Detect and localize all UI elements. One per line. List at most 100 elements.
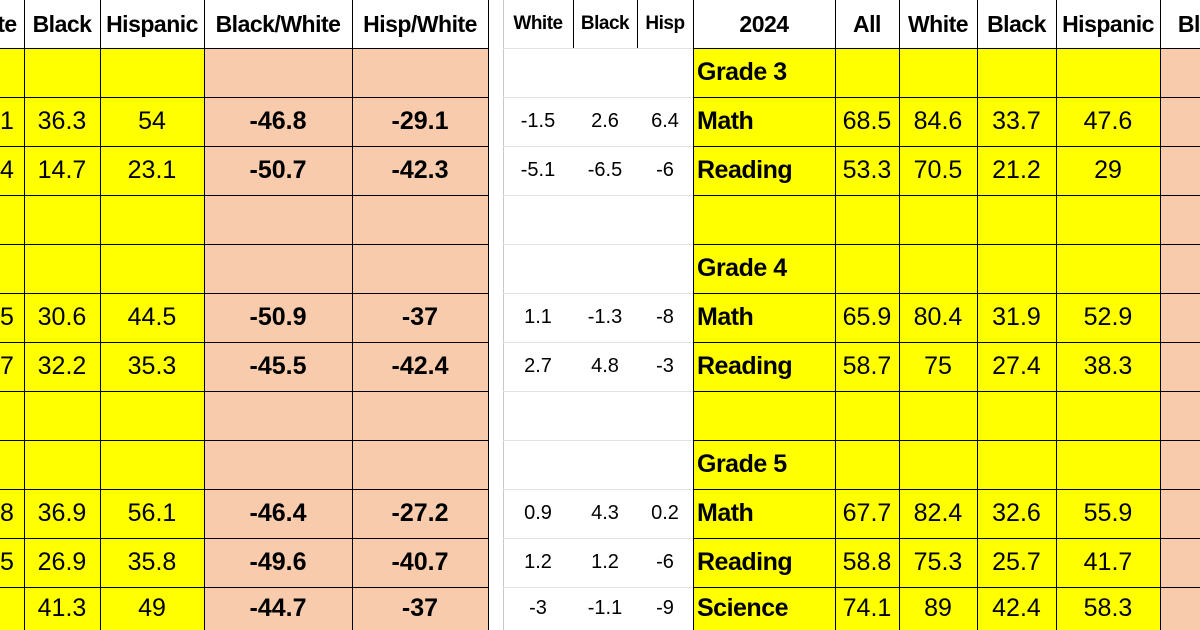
table-cell[interactable]: 42.4 [977,587,1056,630]
table-cell[interactable]: -29.1 [352,97,488,146]
column-header[interactable]: Black [24,0,100,48]
table-cell[interactable] [1160,97,1200,146]
row-label[interactable]: Grade 5 [693,440,835,489]
table-cell[interactable]: 89 [899,587,977,630]
table-cell[interactable]: 4 [0,146,24,195]
table-cell[interactable] [1160,146,1200,195]
table-cell[interactable]: -42.3 [352,146,488,195]
table-cell[interactable]: 25.7 [977,538,1056,587]
table-cell[interactable] [1056,195,1160,244]
table-cell[interactable]: 38.3 [1056,342,1160,391]
table-cell[interactable] [503,48,573,97]
table-cell[interactable]: 27.4 [977,342,1056,391]
row-label[interactable] [693,391,835,440]
table-cell[interactable]: -27.2 [352,489,488,538]
table-cell[interactable]: 55.9 [1056,489,1160,538]
table-cell[interactable]: 32.6 [977,489,1056,538]
table-cell[interactable]: 58.7 [835,342,899,391]
table-cell[interactable] [637,48,693,97]
table-cell[interactable] [503,391,573,440]
table-cell[interactable]: 49 [100,587,204,630]
table-cell[interactable]: 7 [0,342,24,391]
column-header[interactable]: White [503,0,573,48]
table-cell[interactable] [24,48,100,97]
table-cell[interactable]: -6 [637,146,693,195]
table-cell[interactable]: 58.3 [1056,587,1160,630]
column-header[interactable]: te [0,0,24,48]
table-cell[interactable] [1056,48,1160,97]
table-cell[interactable] [24,195,100,244]
row-label[interactable]: Reading [693,538,835,587]
table-cell[interactable]: -3 [637,342,693,391]
table-cell[interactable] [0,244,24,293]
table-cell[interactable] [503,195,573,244]
table-cell[interactable]: 36.9 [24,489,100,538]
table-cell[interactable]: 31.9 [977,293,1056,342]
table-cell[interactable]: -50.9 [204,293,352,342]
table-cell[interactable] [100,391,204,440]
table-cell[interactable] [977,391,1056,440]
table-cell[interactable]: 47.6 [1056,97,1160,146]
table-cell[interactable]: 53.3 [835,146,899,195]
table-cell[interactable] [1160,48,1200,97]
table-cell[interactable]: 2.6 [573,97,637,146]
table-cell[interactable]: 0.9 [503,489,573,538]
table-cell[interactable] [899,391,977,440]
table-cell[interactable] [977,195,1056,244]
table-cell[interactable] [100,244,204,293]
table-cell[interactable]: 74.1 [835,587,899,630]
table-cell[interactable]: 35.3 [100,342,204,391]
table-cell[interactable] [503,440,573,489]
table-cell[interactable]: 75 [899,342,977,391]
row-label[interactable]: Grade 3 [693,48,835,97]
table-cell[interactable] [899,244,977,293]
table-cell[interactable] [24,244,100,293]
row-label[interactable]: Math [693,97,835,146]
table-cell[interactable] [899,48,977,97]
table-cell[interactable] [204,48,352,97]
table-cell[interactable]: 67.7 [835,489,899,538]
table-cell[interactable]: -50.7 [204,146,352,195]
table-cell[interactable] [1160,195,1200,244]
table-cell[interactable] [1160,587,1200,630]
table-cell[interactable] [977,48,1056,97]
table-cell[interactable]: 75.3 [899,538,977,587]
table-cell[interactable]: 1 [0,97,24,146]
table-cell[interactable]: 6.4 [637,97,693,146]
table-cell[interactable]: -6.5 [573,146,637,195]
table-cell[interactable] [899,440,977,489]
table-cell[interactable]: 58.8 [835,538,899,587]
table-cell[interactable]: 4.3 [573,489,637,538]
table-cell[interactable] [835,391,899,440]
table-cell[interactable] [637,244,693,293]
table-cell[interactable] [1056,391,1160,440]
table-cell[interactable]: -46.8 [204,97,352,146]
table-cell[interactable]: -1.3 [573,293,637,342]
table-cell[interactable]: 14.7 [24,146,100,195]
table-cell[interactable]: 84.6 [899,97,977,146]
table-cell[interactable] [899,195,977,244]
table-cell[interactable] [352,244,488,293]
table-cell[interactable]: -9 [637,587,693,630]
table-cell[interactable]: 44.5 [100,293,204,342]
table-cell[interactable] [204,244,352,293]
table-cell[interactable]: 52.9 [1056,293,1160,342]
column-header[interactable]: Bla [1160,0,1200,48]
table-cell[interactable] [352,440,488,489]
table-cell[interactable]: -37 [352,587,488,630]
table-cell[interactable]: -46.4 [204,489,352,538]
table-cell[interactable]: 5 [0,293,24,342]
table-cell[interactable] [1160,342,1200,391]
table-cell[interactable] [1160,293,1200,342]
table-cell[interactable]: 30.6 [24,293,100,342]
table-cell[interactable] [977,440,1056,489]
table-cell[interactable] [204,440,352,489]
table-cell[interactable]: 54 [100,97,204,146]
table-cell[interactable] [0,195,24,244]
table-cell[interactable]: -8 [637,293,693,342]
column-header[interactable]: Hisp [637,0,693,48]
table-cell[interactable]: 1.1 [503,293,573,342]
table-cell[interactable] [1160,440,1200,489]
table-cell[interactable] [573,195,637,244]
row-label[interactable]: Math [693,293,835,342]
